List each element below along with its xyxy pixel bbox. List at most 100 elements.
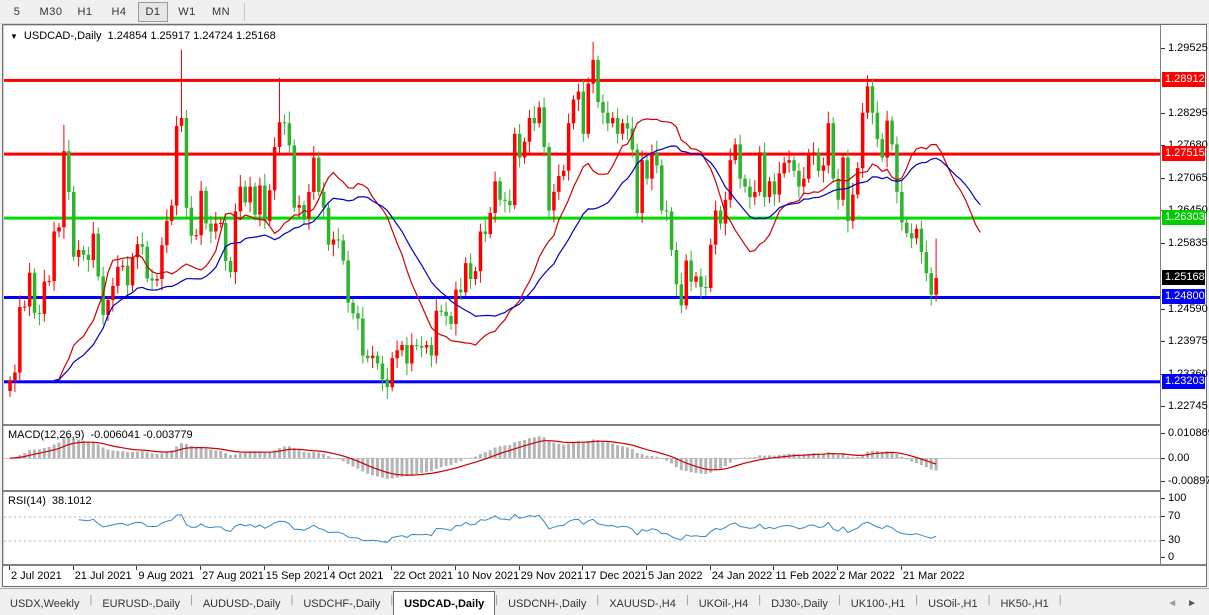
timeframe-button-w1[interactable]: W1 (178, 5, 196, 18)
timeframe-button-m30[interactable]: M30 (39, 5, 63, 18)
price-tick-label: 1.29525 (1168, 42, 1208, 54)
axis-separator (1160, 25, 1161, 564)
macd-label: MACD(12,26,9) (8, 429, 85, 441)
chart-tab-usdcnh-daily[interactable]: USDCNH-,Daily (508, 598, 587, 610)
price-axis: 1.295251.282951.276801.270651.264501.258… (1161, 25, 1209, 564)
level-line-1.23203 (4, 380, 1160, 384)
chart-tab-eurusd-daily[interactable]: EURUSD-,Daily (102, 598, 180, 610)
price-badge-1.26303: 1.26303 (1162, 210, 1205, 226)
timeframe-button-5[interactable]: 5 (13, 5, 21, 18)
axis-tick-mark (1161, 177, 1165, 179)
panel-divider (3, 564, 1206, 566)
chart-tab-dj30-daily[interactable]: DJ30-,Daily (771, 598, 828, 610)
date-tick-mark (900, 566, 902, 570)
date-label: 2 Jul 2021 (11, 570, 62, 582)
date-label: 29 Nov 2021 (520, 570, 583, 582)
chart-title: USDCAD-,Daily (23, 30, 102, 42)
date-label: 21 Mar 2022 (902, 570, 965, 582)
rsi-plot[interactable] (4, 492, 1160, 564)
price-tick-label: 1.27065 (1168, 171, 1208, 184)
date-label: 21 Jul 2021 (74, 570, 132, 582)
macd-signal-line (9, 440, 937, 476)
tab-separator: | (1058, 594, 1062, 606)
date-tick-mark (518, 566, 520, 570)
date-tick-mark (454, 566, 456, 570)
timeframe-button-h1[interactable]: H1 (77, 5, 93, 18)
axis-tick-mark (1161, 112, 1165, 114)
timeframe-toolbar: 5 M30 H1 H4 D1 W1 MN (0, 0, 1209, 24)
chart-tab-usoil-h1[interactable]: USOil-,H1 (928, 598, 978, 610)
chart-tab-usdx-weekly[interactable]: USDX,Weekly (10, 598, 80, 610)
date-tick-mark (646, 566, 647, 570)
panel-divider[interactable] (3, 424, 1206, 426)
price-badge-1.23203: 1.23203 (1162, 373, 1205, 389)
chart-header: ▼ USDCAD-,Daily 1.24854 1.25917 1.24724 … (10, 30, 276, 42)
panel-divider[interactable] (3, 490, 1206, 492)
toolbar-separator (244, 2, 245, 21)
rsi-label: RSI(14) (8, 495, 46, 507)
chart-tab-usdcad-daily[interactable]: USDCAD-,Daily (393, 591, 496, 615)
tab-separator: | (685, 594, 689, 606)
tab-separator: | (189, 594, 193, 606)
axis-tick-mark (1161, 341, 1165, 343)
tab-separator: | (89, 594, 93, 606)
candlestick-plot[interactable] (4, 25, 1160, 424)
macd-plot[interactable] (4, 426, 1160, 490)
date-tick-mark (837, 566, 839, 570)
price-badge-1.24800: 1.24800 (1162, 289, 1205, 305)
date-label: 10 Nov 2021 (456, 570, 520, 582)
date-label: 5 Jan 2022 (648, 570, 703, 582)
rsi-line (78, 513, 937, 543)
date-tick-mark (709, 566, 711, 570)
rsi-header: RSI(14) 38.1012 (8, 495, 92, 507)
date-label: 22 Oct 2021 (393, 570, 454, 582)
date-label: 27 Aug 2021 (202, 570, 264, 582)
chart-ohlc-values: 1.24854 1.25917 1.24724 1.25168 (107, 30, 276, 42)
price-tick-label: 1.22745 (1168, 399, 1208, 412)
date-label: 24 Jan 2022 (711, 570, 773, 582)
date-tick-mark (136, 566, 138, 570)
date-label: 17 Dec 2021 (584, 570, 647, 582)
date-tick-mark (327, 566, 329, 570)
timeframe-button-d1[interactable]: D1 (138, 1, 168, 22)
tab-scroll-right-icon[interactable]: ► (1187, 598, 1197, 609)
tab-separator: | (758, 594, 762, 606)
axis-tick-mark (1161, 540, 1165, 541)
chart-tab-usdchf-daily[interactable]: USDCHF-,Daily (303, 598, 381, 610)
tab-separator: | (495, 594, 499, 606)
macd-axis-label: 0.00 (1168, 452, 1190, 464)
date-label: 4 Oct 2021 (329, 570, 384, 582)
chart-tab-ukoil-h4[interactable]: UKOil-,H4 (698, 598, 749, 610)
axis-tick-mark (1161, 308, 1165, 310)
rsi-axis-label: 70 (1168, 510, 1181, 522)
axis-tick-mark (1161, 433, 1165, 434)
rsi-axis-label: 30 (1168, 534, 1181, 546)
price-badge-1.27515: 1.27515 (1162, 146, 1205, 162)
axis-tick-mark (1161, 557, 1165, 558)
axis-tick-mark (1161, 405, 1165, 407)
price-tick-label: 1.23975 (1168, 335, 1208, 348)
chart-tab-hk50-h1[interactable]: HK50-,H1 (1000, 598, 1049, 610)
axis-tick-mark (1161, 498, 1165, 499)
chart-tab-xauusd-h4[interactable]: XAUUSD-,H4 (609, 598, 676, 610)
symbol-dropdown-icon[interactable]: ▼ (10, 31, 18, 41)
timeframe-button-mn[interactable]: MN (211, 5, 231, 18)
timeframe-button-h4[interactable]: H4 (111, 5, 127, 18)
axis-tick-mark (1161, 516, 1165, 517)
axis-tick-mark (1161, 242, 1165, 244)
tab-separator: | (915, 594, 919, 606)
axis-tick-mark (1161, 458, 1165, 459)
axis-tick-mark (1161, 481, 1165, 482)
tab-separator: | (390, 594, 394, 606)
tab-scroll-left-icon[interactable]: ◄ (1167, 598, 1178, 609)
price-tick-label: 1.28295 (1168, 106, 1208, 119)
chart-tab-uk100-h1[interactable]: UK100-,H1 (850, 598, 906, 610)
date-tick-mark (200, 566, 202, 570)
axis-tick-mark (1161, 145, 1165, 147)
rsi-axis-label: 100 (1168, 492, 1187, 504)
level-line-1.248 (4, 296, 1160, 299)
chart-tab-audusd-daily[interactable]: AUDUSD-,Daily (202, 598, 281, 610)
date-label: 9 Aug 2021 (138, 570, 195, 582)
date-tick-mark (9, 566, 10, 570)
tab-separator: | (290, 594, 294, 606)
